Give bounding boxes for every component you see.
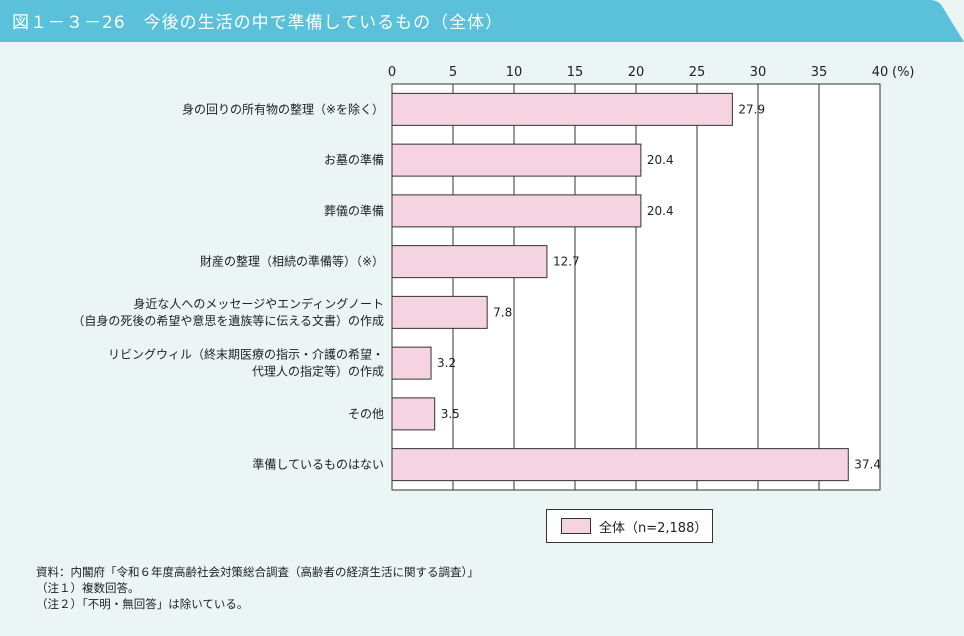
bar xyxy=(391,143,642,177)
note-1: （注１）複数回答。 xyxy=(36,581,140,595)
x-tick-label: 5 xyxy=(449,65,457,80)
value-label: 12.7 xyxy=(553,255,580,269)
category-label: 代理人の指定等）の作成 xyxy=(252,364,384,379)
x-unit-label: (%) xyxy=(892,65,915,80)
category-label: 財産の整理（相続の準備等）（※） xyxy=(200,254,384,269)
value-label: 3.5 xyxy=(441,407,460,421)
bar xyxy=(391,397,436,431)
category-label: 身の回りの所有物の整理（※を除く） xyxy=(182,101,384,116)
legend: 全体（n=2,188） xyxy=(546,509,713,543)
bar xyxy=(391,295,488,329)
x-tick-label: 0 xyxy=(388,65,396,80)
value-label: 7.8 xyxy=(493,305,512,319)
x-tick-label: 30 xyxy=(750,65,767,80)
header-bar xyxy=(0,0,964,42)
legend-label: 全体（n=2,188） xyxy=(599,520,708,536)
value-label: 20.4 xyxy=(647,204,674,218)
bar xyxy=(391,245,548,279)
category-label: お墓の準備 xyxy=(324,152,384,167)
x-tick-label: 40 xyxy=(872,65,889,80)
x-tick-label: 20 xyxy=(628,65,645,80)
category-label: 身近な人へのメッセージやエンディングノート xyxy=(133,296,384,311)
category-label: （自身の死後の希望や意思を遺族等に伝える文書）の作成 xyxy=(72,313,384,328)
category-label: その他 xyxy=(348,407,384,421)
bar xyxy=(391,92,733,126)
figure-title: 図１－３－26 今後の生活の中で準備しているもの（全体） xyxy=(12,13,504,33)
x-tick-label: 15 xyxy=(567,65,584,80)
bar xyxy=(391,194,642,228)
bar xyxy=(391,448,849,482)
bar xyxy=(391,346,432,380)
value-label: 20.4 xyxy=(647,153,674,167)
category-label: リビングウィル（終末期医療の指示・介護の希望・ xyxy=(108,347,384,362)
note-2: （注２）「不明・無回答」は除いている。 xyxy=(36,597,249,611)
source-notes: 資料：内閣府「令和６年度高齢社会対策総合調査（高齢者の経済生活に関する調査）」 … xyxy=(36,564,479,612)
category-label: 葬儀の準備 xyxy=(324,203,384,218)
value-label: 27.9 xyxy=(738,102,765,116)
value-label: 3.2 xyxy=(437,356,456,370)
bar-chart: 0 5 10 15 20 25 30 35 40 (%) 27.9 身の回りの所有物の整理（※を除く）… xyxy=(72,65,915,491)
legend-swatch xyxy=(561,518,591,534)
x-tick-label: 25 xyxy=(689,65,706,80)
x-tick-label: 35 xyxy=(811,65,828,80)
note-source: 資料：内閣府「令和６年度高齢社会対策総合調査（高齢者の経済生活に関する調査）」 xyxy=(36,565,479,579)
category-label: 準備しているものはない xyxy=(252,457,384,472)
value-label: 37.4 xyxy=(854,458,881,472)
x-tick-label: 10 xyxy=(506,65,523,80)
